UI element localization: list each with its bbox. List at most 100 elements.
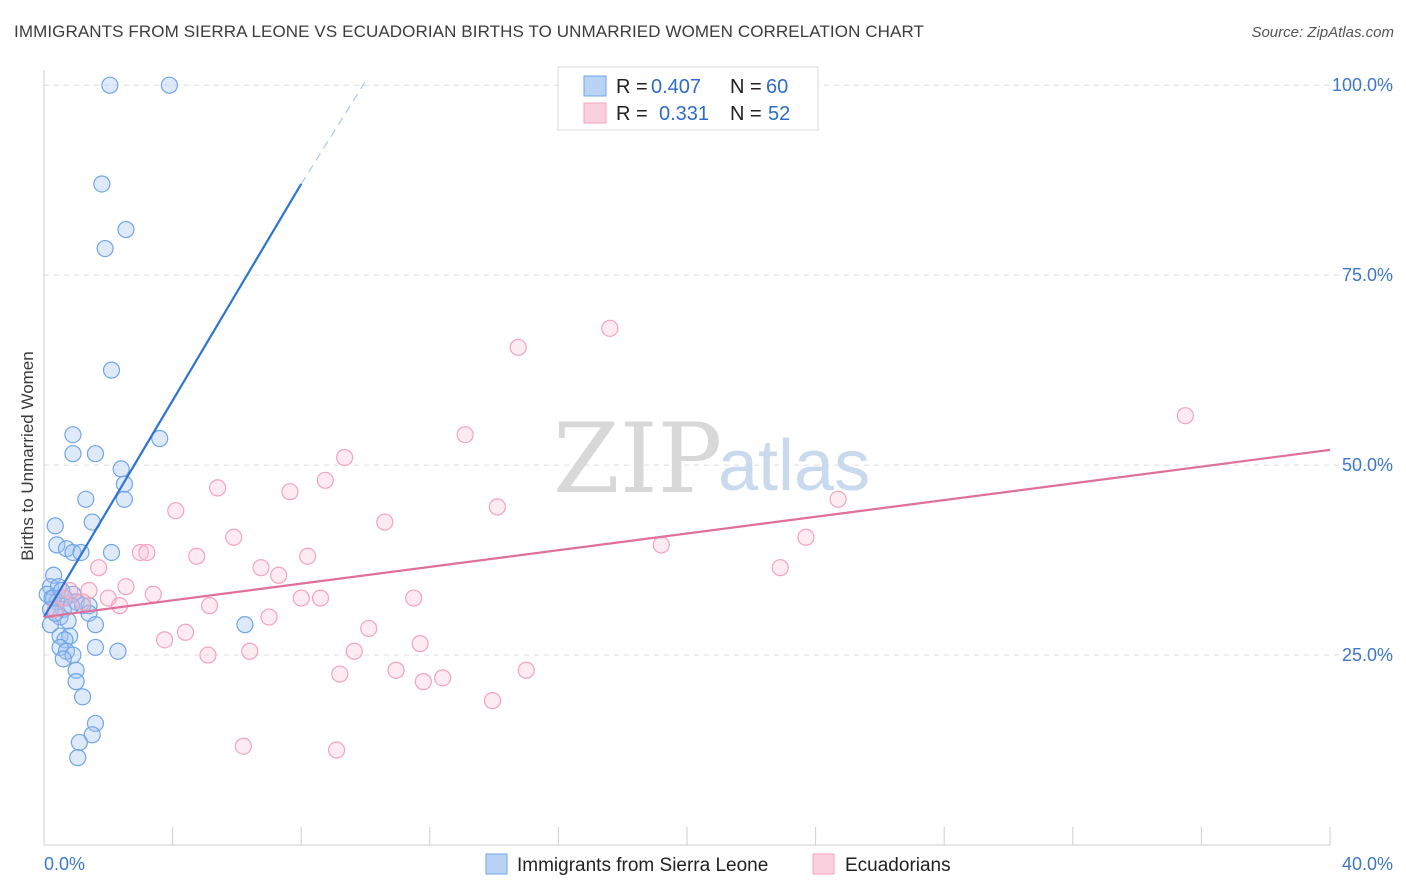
ecuadorian-point-11 [376, 513, 394, 531]
ecuadorian-point-15 [131, 543, 150, 562]
ecuadorian-point-37 [155, 631, 174, 649]
legend-r-label-1: R = [616, 76, 648, 98]
ecuadorian-point-48 [234, 737, 252, 755]
x-tick-label-min: 0.0% [44, 854, 85, 874]
ecuadorian-point-29 [405, 589, 423, 607]
sierra-leone-point-39 [236, 616, 254, 634]
series-legend: Immigrants from Sierra Leone Ecuadorians [485, 853, 951, 876]
ecuadorian-point-21 [90, 559, 108, 577]
ecuadorian-point-45 [434, 669, 452, 687]
legend-n-label-1: N = [730, 76, 762, 98]
ecuadorian-point-5 [316, 471, 334, 489]
sierra-leone-point-12 [115, 490, 133, 508]
sierra-leone-point-6 [151, 429, 169, 448]
ecuadorian-point-27 [292, 589, 310, 607]
sierra-leone-point-2 [93, 175, 111, 193]
ecuadorian-point-50 [73, 593, 92, 611]
sierra-leone-point-7 [64, 426, 82, 444]
sierra-leone-point-1 [160, 76, 178, 94]
sierra-leone-point-51 [73, 688, 92, 706]
watermark-zip: ZIP [553, 403, 722, 515]
watermark: ZIP atlas [553, 403, 870, 515]
sierra-leone-point-16 [48, 536, 66, 554]
ecuadorian-point-18 [188, 547, 206, 565]
chart-title: IMMIGRANTS FROM SIERRA LEONE VS ECUADORI… [14, 22, 925, 41]
sierra-leone-point-5 [102, 361, 121, 379]
legend-swatch-sierra-leone [583, 75, 607, 97]
ecuadorian-point-39 [241, 642, 259, 660]
ecuadorian-point-26 [144, 585, 162, 603]
legend-n-value-2: 52 [768, 103, 790, 125]
ecuadorian-point-9 [488, 498, 506, 516]
sierra-leone-point-55 [69, 749, 87, 767]
sierra-leone-trend-extension [300, 81, 367, 185]
ecuadorian-point-34 [260, 608, 278, 626]
ecuadorian-point-47 [483, 692, 502, 710]
sierra-leone-point-50 [67, 673, 85, 691]
x-tick-labels: 0.0% 40.0% [44, 854, 1393, 874]
ecuadorian-point-23 [117, 578, 135, 596]
sierra-leone-point-48 [54, 650, 72, 668]
sierra-leone-point-45 [86, 638, 105, 657]
ecuadorian-point-3 [456, 426, 474, 444]
sierra-leone-point-38 [86, 616, 105, 634]
ecuadorian-point-7 [281, 483, 299, 501]
ecuadorian-point-41 [199, 646, 217, 664]
ecuadorian-point-44 [331, 665, 349, 683]
ecuadorian-point-22 [270, 566, 288, 584]
ecuadorian-point-42 [387, 661, 405, 679]
sierra-leone-point-10 [112, 460, 130, 478]
sierra-leone-point-54 [70, 733, 88, 752]
sierra-leone-point-0 [101, 76, 119, 94]
ecuadorian-point-4 [336, 448, 354, 467]
legend-n-label-2: N = [730, 103, 762, 125]
ecuadorian-point-36 [176, 623, 195, 641]
sierra-leone-point-46 [109, 642, 127, 660]
ecuadorian-point-13 [225, 528, 243, 546]
ecuadorian-point-19 [252, 559, 270, 577]
sierra-leone-point-53 [83, 726, 101, 744]
legend-n-value-1: 60 [766, 76, 788, 98]
ecuadorian-point-2 [1176, 407, 1194, 425]
ecuadorian-point-46 [414, 673, 432, 691]
ecuadorian-point-40 [345, 642, 363, 660]
bottom-legend-swatch-ecuadorians [812, 853, 835, 875]
sierra-leone-point-4 [96, 239, 114, 258]
sierra-leone-point-9 [64, 445, 82, 463]
sierra-leone-point-20 [102, 543, 121, 562]
legend-swatch-ecuadorians [583, 102, 607, 124]
y-tick-labels: 25.0% 50.0% 75.0% 100.0% [1332, 75, 1393, 665]
ecuadorian-trend-line [43, 448, 1331, 619]
legend-r-value-1: 0.407 [651, 76, 701, 98]
ecuadorian-point-16 [138, 543, 156, 562]
y-tick-label-50: 50.0% [1342, 455, 1393, 475]
ecuadorian-point-49 [327, 741, 346, 759]
ecuadorian-point-32 [200, 597, 219, 615]
watermark-atlas: atlas [718, 426, 870, 506]
y-axis-label: Births to Unmarried Women [18, 351, 37, 560]
sierra-leone-point-13 [77, 490, 95, 508]
ecuadorian-point-12 [797, 528, 815, 546]
sierra-leone-trend-line [43, 183, 303, 618]
stats-legend: R = 0.407 N = 60 R = 0.331 N = 52 [557, 66, 819, 131]
grid [44, 84, 1392, 656]
y-tick-label-75: 75.0% [1342, 265, 1393, 285]
x-tick-label-max: 40.0% [1342, 854, 1393, 874]
ecuadorian-point-35 [360, 619, 378, 638]
ecuadorian-point-17 [299, 547, 317, 565]
source-credit: Source: ZipAtlas.com [1251, 24, 1394, 41]
ecuadorian-point-0 [601, 319, 619, 337]
sierra-leone-point-8 [86, 445, 105, 463]
ecuadorian-point-20 [771, 559, 789, 577]
data-points [38, 76, 1194, 767]
sierra-leone-point-3 [117, 220, 135, 239]
ecuadorian-point-38 [411, 635, 429, 653]
bottom-legend-label-ecuadorians: Ecuadorians [845, 855, 951, 876]
ecuadorian-point-10 [167, 502, 185, 520]
bottom-legend-label-sierra-leone: Immigrants from Sierra Leone [517, 855, 768, 876]
ecuadorian-point-14 [652, 536, 670, 554]
y-tick-label-100: 100.0% [1332, 75, 1393, 95]
y-tick-label-25: 25.0% [1342, 645, 1393, 665]
legend-r-label-2: R = [616, 103, 648, 125]
